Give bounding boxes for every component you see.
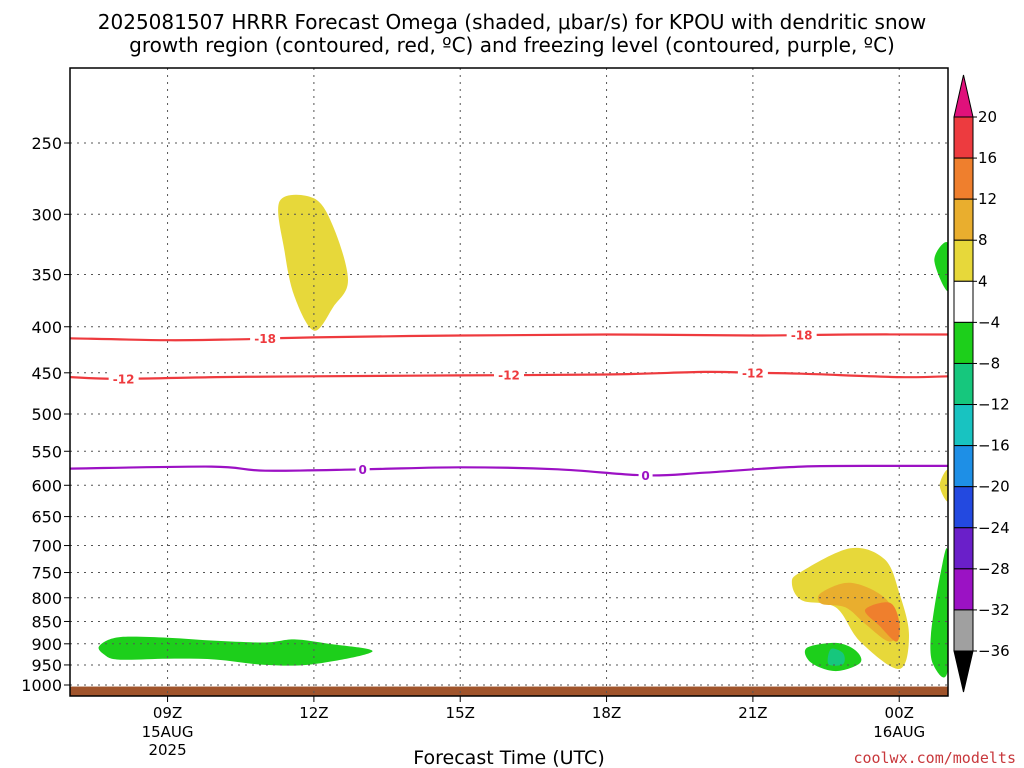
- shaded-region-10: [939, 469, 948, 502]
- temperature-contour-minus12-label-bg-2: [494, 368, 524, 383]
- shaded-region-7: [827, 648, 845, 666]
- y-tick-label-500: 500: [31, 405, 62, 424]
- x-tick-label-21Z: 21Z: [738, 704, 767, 722]
- colorbar-label-14: −36: [978, 642, 1010, 660]
- colorbar-bin-6: [953, 321, 974, 364]
- plot-frame: [69, 67, 949, 697]
- x-tick-label-09Z: 09Z: [153, 704, 182, 722]
- colorbar-bin-5: [953, 280, 974, 323]
- freezing-level-contour-0-label-1: 0: [358, 463, 366, 477]
- colorbar-label-6: −4: [978, 313, 1000, 331]
- y-tick-label-700: 700: [31, 537, 62, 556]
- temperature-contour-minus18-label-2: -18: [791, 328, 813, 342]
- x-axis-label: Forecast Time (UTC): [413, 747, 604, 768]
- temperature-contour-minus18-label-bg-1: [250, 331, 281, 346]
- y-tick-label-750: 750: [31, 564, 62, 583]
- temperature-contour-minus12-label-1: -12: [113, 372, 135, 386]
- colorbar-bin-9: [953, 445, 974, 488]
- y-tick-label-800: 800: [31, 589, 62, 608]
- terrain-band: [70, 686, 948, 696]
- shaded-region-2: [98, 636, 373, 666]
- shaded-region-8: [930, 548, 948, 678]
- colorbar-label-1: 20: [978, 108, 997, 126]
- y-tick-label-400: 400: [31, 318, 62, 337]
- y-tick-label-650: 650: [31, 508, 62, 527]
- colorbar-bin-10: [953, 486, 974, 529]
- freezing-level-contour-0: [70, 464, 948, 477]
- y-tick-label-550: 550: [31, 442, 62, 461]
- freezing-level-contour-0-label-bg-1: [355, 462, 370, 477]
- colorbar-label-2: 16: [978, 149, 997, 167]
- colorbar-label-10: −20: [978, 478, 1010, 496]
- y-tick-label-300: 300: [31, 205, 62, 224]
- y-tick-label-1000: 1000: [21, 676, 62, 695]
- y-tick-label-350: 350: [31, 266, 62, 285]
- x-tick-year-09Z: 2025: [148, 741, 186, 759]
- y-tick-label-950: 950: [31, 656, 62, 675]
- omega-shaded-regions: [98, 194, 948, 678]
- credit-text: coolwx.com/modelts: [853, 749, 1016, 767]
- colorbar-bin-3: [953, 198, 974, 241]
- x-tick-label-12Z: 12Z: [299, 704, 328, 722]
- y-tick-label-600: 600: [31, 476, 62, 495]
- colorbar: 20 16 12 8 4 −4 −8 −12 −16 −20 −24 −28 −32 −36: [953, 74, 1010, 693]
- colorbar-bin-2: [953, 157, 974, 200]
- temperature-contour-minus18-label-bg-2: [786, 327, 817, 342]
- colorbar-bin-13: [953, 609, 974, 652]
- x-tick-label-15Z: 15Z: [446, 704, 475, 722]
- temperature-contour-minus12-label-bg-3: [737, 365, 768, 380]
- chart-title-line-1: 2025081507 HRRR Forecast Omega (shaded, …: [98, 10, 926, 34]
- temperature-contour-minus12-label-3: -12: [742, 366, 764, 380]
- colorbar-top-arrow: [953, 74, 974, 118]
- temperature-contour-minus12-label-bg-1: [108, 371, 139, 386]
- colorbar-label-9: −16: [978, 437, 1010, 455]
- x-tick-label-00Z: 00Z: [885, 704, 914, 722]
- colorbar-bottom-arrow: [953, 650, 974, 693]
- shaded-region-9: [934, 242, 948, 292]
- colorbar-bin-1: [953, 116, 974, 159]
- x-tick-date-09Z: 15AUG: [142, 723, 194, 741]
- x-tick-date-00Z: 16AUG: [873, 723, 925, 741]
- plot-area: -18 -18 -12 -12 -12 0 0: [69, 67, 949, 697]
- y-axis-pressure-ticks: 250 300 350 400 450 500 550 600 650 700 750 800 850 9…: [21, 134, 70, 695]
- y-tick-label-850: 850: [31, 612, 62, 631]
- y-tick-label-900: 900: [31, 635, 62, 654]
- terrain-layer: [70, 686, 948, 696]
- temperature-contour-minus12-label-2: -12: [498, 369, 520, 383]
- colorbar-label-11: −24: [978, 519, 1010, 537]
- contour-lines: -18 -18 -12 -12 -12 0 0: [70, 327, 948, 483]
- x-tick-label-18Z: 18Z: [592, 704, 621, 722]
- colorbar-bin-8: [953, 404, 974, 447]
- freezing-level-contour-0-label-bg-2: [638, 468, 653, 483]
- colorbar-label-13: −32: [978, 601, 1010, 619]
- freezing-level-contour-0-label-2: 0: [641, 469, 649, 483]
- colorbar-bin-12: [953, 568, 974, 611]
- colorbar-label-4: 8: [978, 231, 988, 249]
- colorbar-bin-11: [953, 527, 974, 570]
- y-tick-label-450: 450: [31, 364, 62, 383]
- colorbar-label-8: −12: [978, 396, 1010, 414]
- colorbar-label-12: −28: [978, 560, 1010, 578]
- shaded-region-4: [817, 582, 900, 642]
- colorbar-label-5: 4: [978, 272, 988, 290]
- temperature-contour-minus12: [70, 370, 948, 380]
- chart-title-line-2: growth region (contoured, red, ºC) and f…: [129, 33, 895, 57]
- colorbar-bin-4: [953, 239, 974, 282]
- colorbar-label-7: −8: [978, 354, 1000, 372]
- colorbar-label-3: 12: [978, 190, 997, 208]
- temperature-contour-minus18-label-1: -18: [254, 332, 276, 346]
- shaded-region-1: [278, 194, 348, 331]
- y-tick-label-250: 250: [31, 134, 62, 153]
- colorbar-bin-7: [953, 362, 974, 406]
